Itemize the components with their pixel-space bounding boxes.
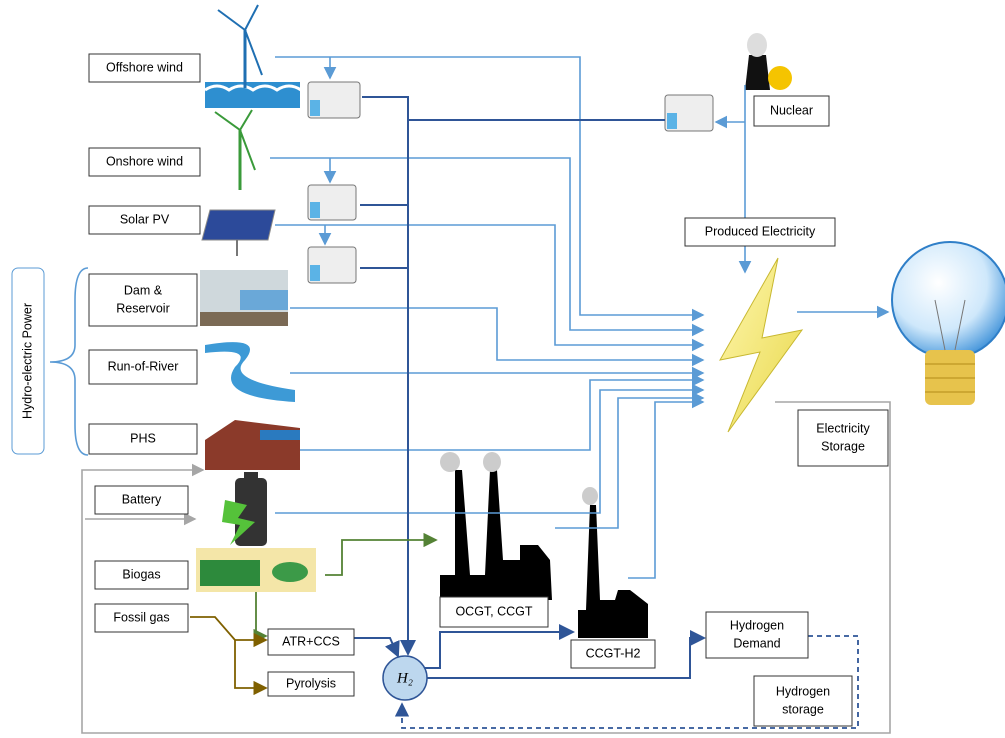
node-box bbox=[753, 95, 830, 127]
node-box bbox=[439, 596, 549, 628]
labels: Offshore wind Onshore wind Solar PV Dam & Re… bbox=[88, 53, 889, 727]
node-label: Biogas bbox=[122, 567, 160, 581]
node-box bbox=[705, 611, 809, 659]
node-box bbox=[753, 675, 853, 727]
node-label: Storage bbox=[821, 439, 865, 453]
group-box bbox=[11, 267, 45, 455]
h2-label: H₂ bbox=[396, 670, 413, 686]
node-label: CCGT-H2 bbox=[586, 646, 641, 660]
node-box bbox=[88, 349, 198, 385]
node-label: Run-of-River bbox=[108, 359, 179, 373]
node-label: Battery bbox=[122, 492, 162, 506]
node-box bbox=[267, 628, 355, 656]
node-box bbox=[88, 273, 198, 327]
node-label: Electricity bbox=[816, 421, 870, 435]
node-label: PHS bbox=[130, 431, 156, 445]
connectors bbox=[49, 56, 891, 734]
node-box bbox=[267, 671, 355, 697]
node-label: OCGT, CCGT bbox=[455, 604, 532, 618]
node-label: Fossil gas bbox=[113, 610, 169, 624]
node-box bbox=[570, 639, 656, 669]
icons bbox=[196, 4, 1005, 638]
node-box bbox=[88, 147, 201, 177]
h2-node bbox=[382, 655, 428, 701]
node-box bbox=[88, 423, 198, 455]
node-label: Demand bbox=[733, 636, 780, 650]
node-box bbox=[684, 217, 836, 247]
node-box bbox=[94, 560, 189, 590]
node-box bbox=[88, 53, 201, 83]
node-label: Pyrolysis bbox=[286, 676, 336, 690]
node-label: Produced Electricity bbox=[705, 224, 816, 238]
node-label: Nuclear bbox=[770, 103, 813, 117]
node-label: Onshore wind bbox=[106, 154, 183, 168]
node-label: Reservoir bbox=[116, 301, 170, 315]
node-label: Hydrogen bbox=[776, 684, 830, 698]
node-label: ATR+CCS bbox=[282, 634, 340, 648]
node-label: Hydrogen bbox=[730, 618, 784, 632]
node-label: storage bbox=[782, 702, 824, 716]
node-box bbox=[94, 603, 189, 633]
node-box bbox=[94, 485, 189, 515]
node-box bbox=[88, 205, 201, 235]
node-box bbox=[797, 409, 889, 467]
node-label: Offshore wind bbox=[106, 60, 183, 74]
node-label: Solar PV bbox=[120, 212, 170, 226]
node-label: Dam & bbox=[124, 283, 163, 297]
group-label: Hydro-electric Power bbox=[20, 303, 34, 419]
